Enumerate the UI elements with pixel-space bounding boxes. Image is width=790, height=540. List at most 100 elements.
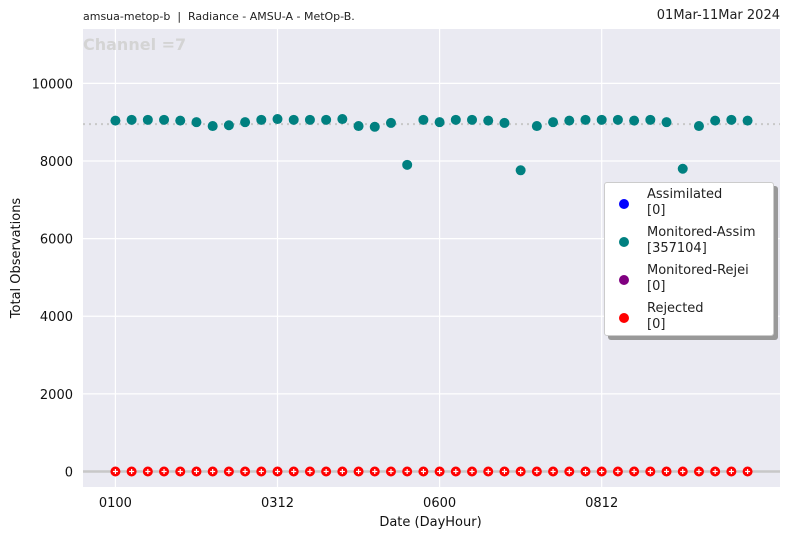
x-tick-label: 0600 — [423, 496, 456, 511]
legend-label: Rejected [0] — [647, 301, 704, 332]
data-point-monitored-assim — [304, 114, 315, 125]
data-point-monitored-assim — [321, 114, 332, 125]
data-point-monitored-assim — [677, 163, 688, 174]
data-point-monitored-assim — [191, 117, 202, 128]
data-point-monitored-assim — [223, 120, 234, 131]
data-point-monitored-assim — [596, 114, 607, 125]
point-cross-marker — [210, 468, 216, 474]
point-cross-marker — [356, 468, 362, 474]
point-cross-marker — [129, 468, 135, 474]
x-axis-label: Date (DayHour) — [379, 515, 481, 530]
point-cross-marker — [615, 468, 621, 474]
chart-header-right: 01Mar-11Mar 2024 — [656, 8, 780, 23]
data-point-monitored-assim — [110, 115, 121, 126]
point-cross-marker — [518, 468, 524, 474]
data-point-monitored-assim — [580, 114, 591, 125]
data-point-monitored-assim — [612, 114, 623, 125]
data-point-monitored-assim — [240, 117, 251, 128]
data-point-monitored-assim — [288, 114, 299, 125]
y-tick-label: 10000 — [32, 77, 73, 92]
point-cross-marker — [177, 468, 183, 474]
point-cross-marker — [453, 468, 459, 474]
y-tick-label: 0 — [65, 465, 73, 480]
data-point-monitored-assim — [418, 114, 429, 125]
y-axis-label: Total Observations — [9, 198, 24, 320]
data-point-monitored-assim — [693, 121, 704, 132]
point-cross-marker — [712, 468, 718, 474]
point-cross-marker — [728, 468, 734, 474]
point-cross-marker — [339, 468, 345, 474]
point-cross-marker — [193, 468, 199, 474]
point-cross-marker — [420, 468, 426, 474]
data-point-monitored-assim — [645, 114, 656, 125]
data-point-monitored-assim — [531, 121, 542, 132]
legend-label: Monitored-Assim [357104] — [647, 225, 756, 256]
point-cross-marker — [680, 468, 686, 474]
data-point-monitored-assim — [450, 114, 461, 125]
x-tick-label: 0312 — [261, 496, 294, 511]
data-point-monitored-assim — [434, 117, 445, 128]
data-point-monitored-assim — [256, 114, 267, 125]
data-point-monitored-assim — [564, 115, 575, 126]
point-cross-marker — [242, 468, 248, 474]
point-cross-marker — [388, 468, 394, 474]
point-cross-marker — [145, 468, 151, 474]
data-point-monitored-assim — [369, 121, 380, 132]
point-cross-marker — [226, 468, 232, 474]
point-cross-marker — [161, 468, 167, 474]
legend-marker — [619, 313, 629, 323]
legend-marker — [619, 199, 629, 209]
point-cross-marker — [437, 468, 443, 474]
point-cross-marker — [664, 468, 670, 474]
point-cross-marker — [631, 468, 637, 474]
point-cross-marker — [647, 468, 653, 474]
data-point-monitored-assim — [710, 115, 721, 126]
data-point-monitored-assim — [629, 115, 640, 126]
data-point-monitored-assim — [548, 117, 559, 128]
point-cross-marker — [307, 468, 313, 474]
data-point-monitored-assim — [515, 165, 526, 176]
legend-marker — [619, 237, 629, 247]
y-tick-label: 8000 — [40, 155, 73, 170]
point-cross-marker — [485, 468, 491, 474]
data-point-monitored-assim — [126, 114, 137, 125]
point-cross-marker — [534, 468, 540, 474]
point-cross-marker — [112, 468, 118, 474]
data-point-monitored-assim — [742, 115, 753, 126]
axis-ticks: 0 2000 4000 6000 8000 10000 0100 0312 0600 0812 — [32, 77, 619, 511]
data-point-monitored-assim — [467, 114, 478, 125]
legend: Assimilated [0] Monitored-Assim [357104] M… — [604, 182, 774, 336]
legend-label: Monitored-Rejei [0] — [647, 263, 749, 294]
data-point-monitored-assim — [726, 114, 737, 125]
data-point-monitored-assim — [385, 117, 396, 128]
data-point-monitored-assim — [142, 114, 153, 125]
point-cross-marker — [696, 468, 702, 474]
point-cross-marker — [599, 468, 605, 474]
legend-label: Assimilated [0] — [647, 187, 723, 218]
data-point-monitored-assim — [402, 159, 413, 170]
point-cross-marker — [501, 468, 507, 474]
point-cross-marker — [291, 468, 297, 474]
point-cross-marker — [372, 468, 378, 474]
channel-annotation: Channel =7 — [83, 35, 186, 54]
point-cross-marker — [745, 468, 751, 474]
data-point-monitored-assim — [337, 114, 348, 125]
data-point-monitored-assim — [499, 117, 510, 128]
legend-marker — [619, 275, 629, 285]
data-point-monitored-assim — [175, 115, 186, 126]
data-point-monitored-assim — [353, 121, 364, 132]
data-point-monitored-assim — [159, 114, 170, 125]
chart-header-left: amsua-metop-b | Radiance - AMSU-A - MetO… — [83, 10, 355, 23]
point-cross-marker — [469, 468, 475, 474]
y-tick-label: 6000 — [40, 233, 73, 248]
point-cross-marker — [566, 468, 572, 474]
x-tick-label: 0812 — [585, 496, 618, 511]
data-point-monitored-assim — [661, 117, 672, 128]
data-point-monitored-assim — [483, 115, 494, 126]
data-points — [110, 114, 753, 477]
point-cross-marker — [404, 468, 410, 474]
data-point-monitored-assim — [272, 114, 283, 125]
point-cross-marker — [258, 468, 264, 474]
point-cross-marker — [275, 468, 281, 474]
x-tick-label: 0100 — [99, 496, 132, 511]
